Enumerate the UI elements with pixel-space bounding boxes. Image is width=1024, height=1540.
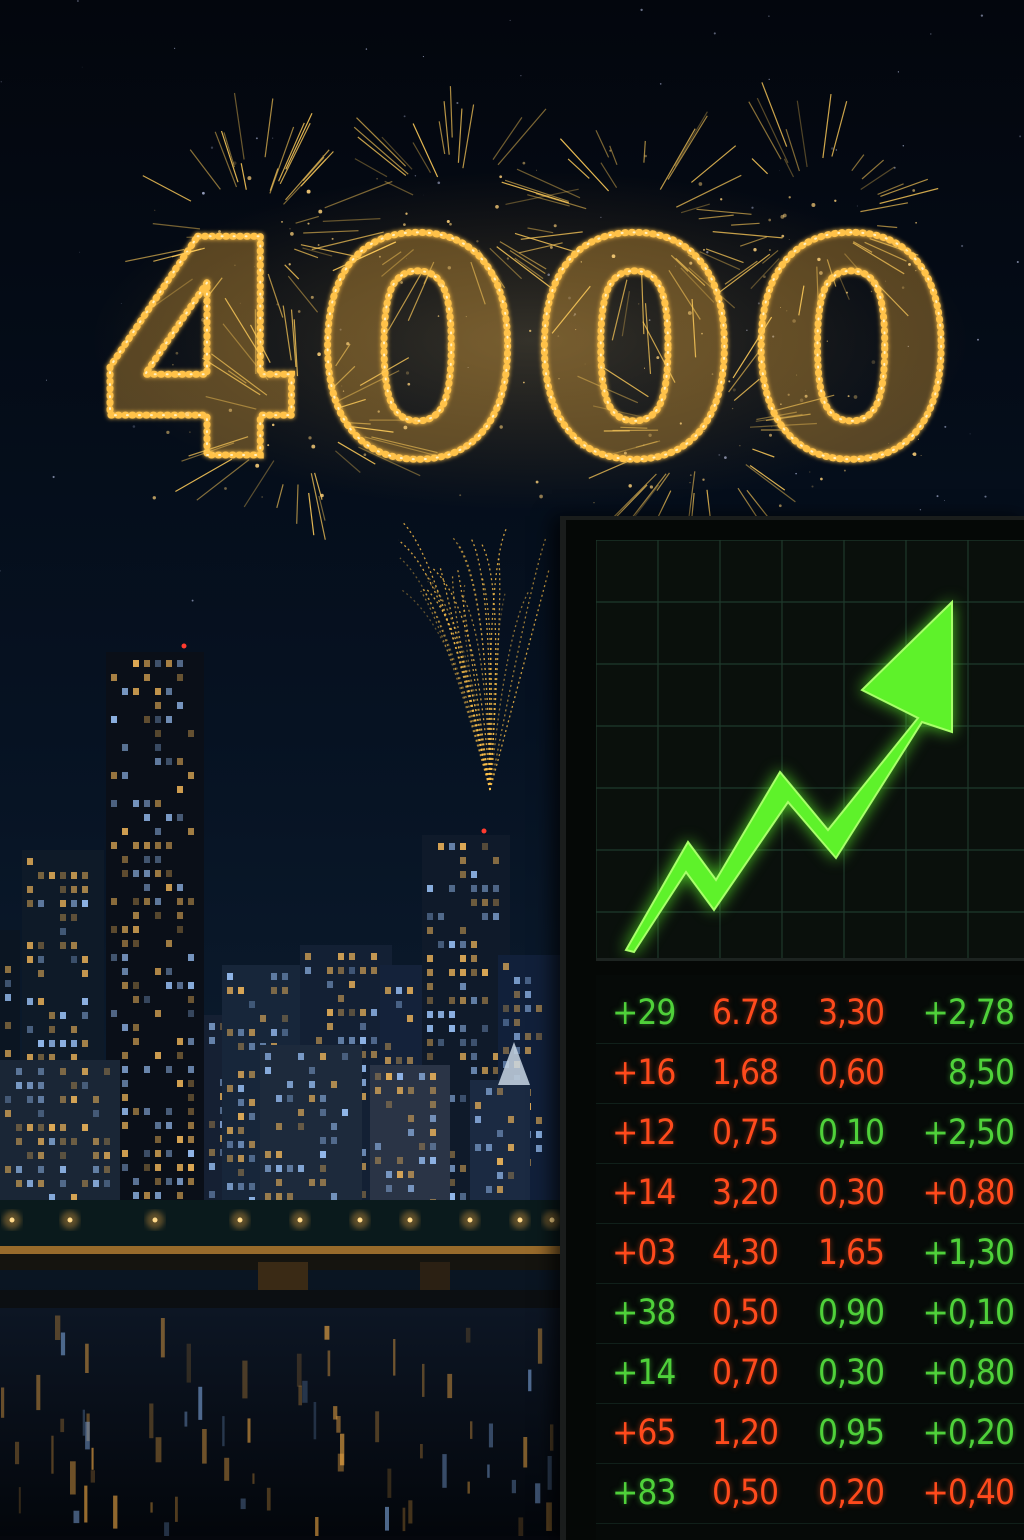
ticker-value: +14 [612, 1343, 702, 1403]
ticker-value: 0,30 [818, 1163, 908, 1223]
ticker-value: 0,20 [818, 1463, 908, 1523]
ticker-value: 1,65 [818, 1223, 908, 1283]
ticker-value: +0,20 [914, 1403, 1014, 1463]
ticker-value: +38 [612, 1283, 702, 1343]
ticker-value: +12 [612, 1103, 702, 1163]
ticker-value: +2,78 [914, 983, 1014, 1043]
ticker-value: +03 [612, 1223, 702, 1283]
trend-up-arrow-icon [626, 602, 952, 952]
ticker-value: 0,50 [712, 1463, 802, 1523]
ticker-value: +0,80 [914, 1163, 1014, 1223]
ticker-value: 0,95 [818, 1403, 908, 1463]
ticker-value: +2,50 [914, 1103, 1014, 1163]
ticker-value: 3,30 [818, 983, 908, 1043]
ticker-value: 0,75 [712, 1103, 802, 1163]
stock-chart-panel [596, 540, 1024, 961]
ticker-value: 0,90 [818, 1283, 908, 1343]
stock-chart [596, 540, 1024, 958]
ticker-value: 8,50 [914, 1043, 1014, 1103]
ticker-value: +14 [612, 1163, 702, 1223]
ticker-value: 0,50 [712, 1283, 802, 1343]
ticker-value: +65 [612, 1403, 702, 1463]
ticker-value: 1,20 [712, 1403, 802, 1463]
ticker-value: 0,10 [818, 1103, 908, 1163]
ticker-value: 1,68 [712, 1043, 802, 1103]
ticker-value: 0,70 [712, 1343, 802, 1403]
ticker-value: 4,30 [712, 1223, 802, 1283]
ticker-value: +0,10 [914, 1283, 1014, 1343]
ticker-value: 0,60 [818, 1043, 908, 1103]
ticker-value: +16 [612, 1043, 702, 1103]
ticker-value: +29 [612, 983, 702, 1043]
ticker-value: +1,30 [914, 1223, 1014, 1283]
ticker-value: 6.78 [712, 983, 802, 1043]
ticker-value: 0,30 [818, 1343, 908, 1403]
fireworks-number-sparkle: 4000 [97, 177, 964, 526]
ticker-value: +0,40 [914, 1463, 1014, 1523]
ticker-value: +0,80 [914, 1343, 1014, 1403]
ticker-value: +83 [612, 1463, 702, 1523]
ticker-value: 3,20 [712, 1163, 802, 1223]
